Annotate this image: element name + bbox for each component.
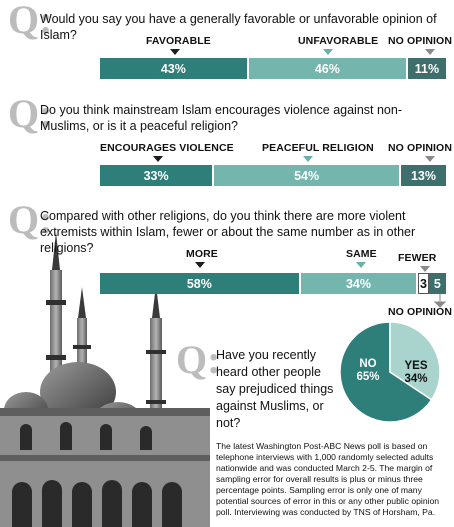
q2-pointer-no-opinion (425, 156, 435, 162)
q2-label-peaceful-religion: PEACEFUL RELIGION (262, 142, 374, 154)
question-mark-2: Q: (8, 91, 53, 136)
methodology-footnote: The latest Washington Post-ABC News poll… (216, 441, 440, 517)
q3-segment-more: 58% (100, 273, 301, 294)
question-mark-1: Q: (8, 0, 53, 42)
q3-label-more: MORE (186, 248, 218, 260)
q3-no-opinion-leader (434, 294, 446, 308)
q3-label-same: SAME (346, 248, 377, 260)
q1-label-unfavorable: UNFAVORABLE (298, 35, 379, 47)
q4-pie-slice-no (339, 321, 433, 423)
q4-yes-label: YES (404, 360, 428, 372)
q2-pointer-encourages-violence (153, 156, 163, 162)
q1-label-favorable: FAVORABLE (146, 35, 211, 47)
q2-segment-peaceful-religion: 54% (214, 165, 401, 186)
q3-label-fewer: FEWER (398, 252, 437, 264)
q2-segment-encourages-violence: 33% (100, 165, 215, 186)
q1-stacked-bar: 43% 46% 11% (100, 58, 446, 79)
q3-pointer-same (356, 262, 366, 268)
question-2-text: Do you think mainstream Islam encourages… (40, 103, 402, 133)
q2-segment-no-opinion: 13% (401, 165, 446, 186)
q1-segment-unfavorable: 46% (248, 58, 408, 79)
q3-segment-no-opinion: 5 (428, 273, 446, 294)
q3-label-no-opinion: NO OPINION (388, 306, 453, 318)
q2-pointer-peaceful-religion (303, 156, 313, 162)
q4-pie-label-yes: YES 34% (394, 360, 438, 386)
q4-pie-chart (339, 321, 441, 423)
q3-segment-fewer: 3 (418, 273, 429, 294)
q1-segment-favorable: 43% (100, 58, 249, 79)
q4-pie-slice-yes (389, 321, 441, 401)
q1-segment-no-opinion: 11% (407, 58, 446, 79)
q4-no-value: 65% (356, 371, 380, 383)
q1-pointer-favorable (170, 49, 180, 55)
q3-stacked-bar: 58% 34% 3 5 (100, 273, 446, 294)
question-mark-3: Q: (8, 197, 53, 242)
question-1-text: Would you say you have a generally favor… (40, 12, 437, 42)
q1-label-no-opinion: NO OPINION (388, 35, 453, 47)
question-mark-4: Q: (176, 337, 221, 382)
q4-pie-label-no: NO 65% (346, 358, 390, 384)
q3-segment-same: 34% (300, 273, 419, 294)
q2-stacked-bar: 33% 54% 13% (100, 165, 446, 186)
question-3-text: Compared with other religions, do you th… (40, 209, 416, 255)
q4-yes-value: 34% (404, 373, 428, 385)
q1-pointer-unfavorable (323, 49, 333, 55)
q1-pointer-no-opinion (425, 49, 435, 55)
q4-no-label: NO (359, 358, 377, 370)
q3-pointer-more (195, 262, 205, 268)
q2-label-no-opinion: NO OPINION (388, 142, 453, 154)
question-4-text: Have you recently heard other people say… (216, 348, 334, 430)
q3-pointer-fewer (420, 266, 430, 272)
q2-label-encourages-violence: ENCOURAGES VIOLENCE (100, 142, 234, 154)
